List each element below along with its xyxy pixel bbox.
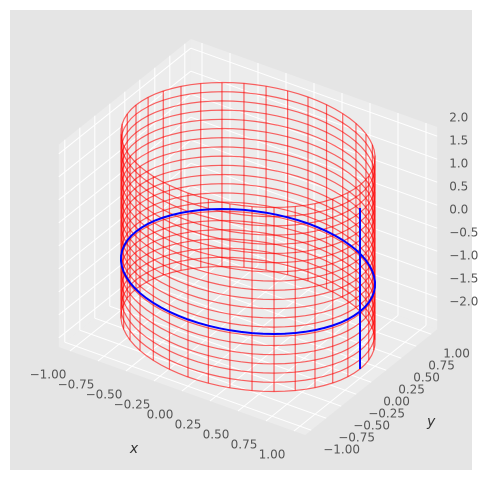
grid-line xyxy=(190,116,438,206)
z-tick-label: 0.0 xyxy=(449,203,468,217)
y-tick-label: −0.25 xyxy=(368,407,405,421)
y-tick-label: −1.00 xyxy=(323,443,360,457)
z-tick-label: −1.5 xyxy=(449,272,478,286)
cylinder-ring xyxy=(120,137,376,264)
grid-line xyxy=(190,70,438,160)
grid-line xyxy=(190,47,438,137)
x-tick-label: 1.00 xyxy=(259,448,286,462)
cylinder xyxy=(120,81,376,393)
y-tick-label: −0.50 xyxy=(353,419,390,433)
y-tick-label: −0.75 xyxy=(338,431,375,445)
x-tick-label: −0.75 xyxy=(58,378,95,392)
x-tick-label: −0.25 xyxy=(114,398,151,412)
y-tick-label: 1.00 xyxy=(443,347,470,361)
y-tick-label: 0.25 xyxy=(398,383,425,397)
z-tick-label: 1.0 xyxy=(449,157,468,171)
y-axis-label: y xyxy=(426,414,436,430)
cylinder-ring xyxy=(120,127,376,255)
z-tick-label: −2.0 xyxy=(449,295,478,309)
y-tick-label: 0.75 xyxy=(428,359,455,373)
x-tick-label: −1.00 xyxy=(30,368,67,382)
grid-line xyxy=(190,93,438,183)
grid-line xyxy=(58,47,192,155)
grid-line xyxy=(94,317,342,407)
grid-line xyxy=(184,245,432,335)
z-tick-label: 2.0 xyxy=(449,111,468,125)
grid-line xyxy=(139,281,387,371)
x-tick-label: 0.25 xyxy=(175,418,202,432)
cylinder-ring xyxy=(120,109,376,236)
x-tick-label: −0.50 xyxy=(86,388,123,402)
grid-line xyxy=(190,139,438,229)
z-tick-label: −1.0 xyxy=(449,249,478,263)
cylinder-ring xyxy=(120,118,376,245)
grid-line xyxy=(79,329,327,419)
x-tick-label: 0.75 xyxy=(231,438,258,452)
cylinder-ring xyxy=(120,81,376,209)
grid-line xyxy=(64,341,312,431)
y-tick-label: 0.50 xyxy=(413,371,440,385)
grid-line xyxy=(190,162,438,252)
y-tick-label: 0.00 xyxy=(383,395,410,409)
x-axis-label: x xyxy=(129,441,139,457)
cylinder-ring xyxy=(120,100,376,227)
circle xyxy=(119,207,377,336)
grid-line xyxy=(190,208,438,298)
z-tick-label: 0.5 xyxy=(449,180,468,194)
x-tick-label: 0.00 xyxy=(147,408,174,422)
grid-line xyxy=(190,231,438,321)
grid-line xyxy=(190,185,438,275)
cylinder-ring xyxy=(120,91,376,218)
x-tick-label: 0.50 xyxy=(203,428,230,442)
z-tick-label: 1.5 xyxy=(449,134,468,148)
z-tick-label: −0.5 xyxy=(449,226,478,240)
